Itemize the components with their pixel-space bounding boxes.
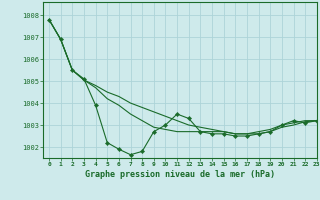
X-axis label: Graphe pression niveau de la mer (hPa): Graphe pression niveau de la mer (hPa): [85, 170, 275, 179]
